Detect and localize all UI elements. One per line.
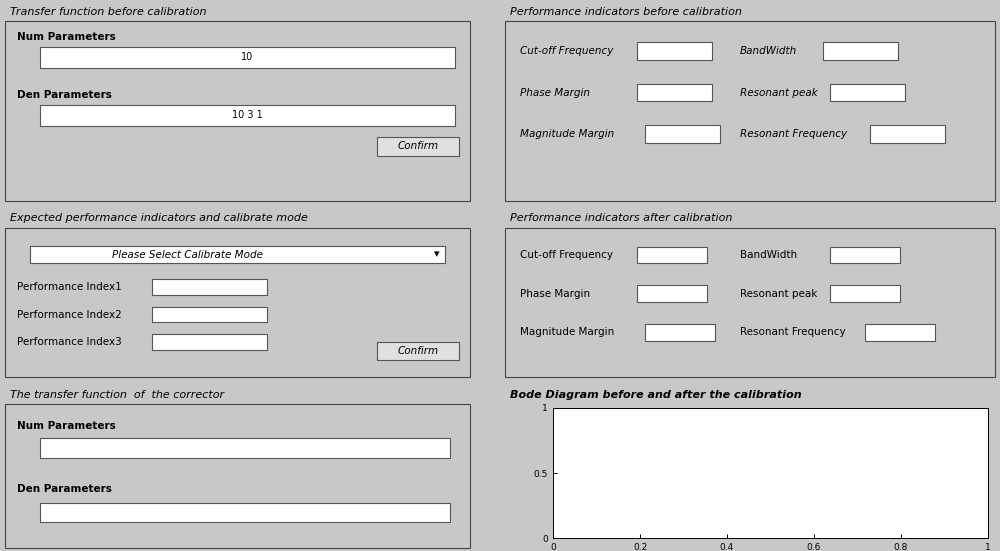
Text: Performance Index1: Performance Index1 [17,282,122,292]
Text: Phase Margin: Phase Margin [520,88,590,98]
FancyBboxPatch shape [637,285,707,302]
Text: Num Parameters: Num Parameters [17,421,116,431]
FancyBboxPatch shape [30,246,445,263]
FancyBboxPatch shape [645,324,715,341]
FancyBboxPatch shape [5,21,470,201]
Text: Magnitude Margin: Magnitude Margin [520,129,614,139]
FancyBboxPatch shape [5,228,470,377]
Text: BandWidth: BandWidth [740,250,797,260]
Text: Den Parameters: Den Parameters [17,484,112,494]
Text: Magnitude Margin: Magnitude Margin [520,327,614,337]
FancyBboxPatch shape [377,342,459,360]
Text: Confirm: Confirm [397,141,439,152]
Text: 10: 10 [241,52,254,62]
FancyBboxPatch shape [637,247,707,263]
FancyBboxPatch shape [870,125,945,143]
Text: Phase Margin: Phase Margin [520,289,590,299]
FancyBboxPatch shape [152,279,267,295]
FancyBboxPatch shape [152,334,267,350]
Text: Transfer function before calibration: Transfer function before calibration [10,7,207,17]
Text: Bode Diagram before and after the calibration: Bode Diagram before and after the calibr… [510,390,802,399]
Text: Expected performance indicators and calibrate mode: Expected performance indicators and cali… [10,213,308,223]
FancyBboxPatch shape [830,247,900,263]
Text: Performance Index3: Performance Index3 [17,337,122,347]
FancyBboxPatch shape [505,21,995,201]
Text: Performance indicators before calibration: Performance indicators before calibratio… [510,7,742,17]
Text: Resonant peak: Resonant peak [740,88,818,98]
FancyBboxPatch shape [830,84,905,101]
Text: Performance indicators after calibration: Performance indicators after calibration [510,213,732,223]
Text: Resonant Frequency: Resonant Frequency [740,129,847,139]
Text: Den Parameters: Den Parameters [17,90,112,100]
Text: 10 3 1: 10 3 1 [232,110,263,120]
FancyBboxPatch shape [40,438,450,458]
FancyBboxPatch shape [637,42,712,60]
Text: Confirm: Confirm [397,345,439,356]
FancyBboxPatch shape [40,47,455,68]
FancyBboxPatch shape [865,324,935,341]
FancyBboxPatch shape [830,285,900,302]
Text: The transfer function  of  the corrector: The transfer function of the corrector [10,390,224,399]
Text: Performance Index2: Performance Index2 [17,310,122,320]
FancyBboxPatch shape [152,307,267,322]
FancyBboxPatch shape [645,125,720,143]
Text: ▾: ▾ [434,250,440,260]
FancyBboxPatch shape [823,42,898,60]
Text: Num Parameters: Num Parameters [17,33,116,42]
Text: Please Select Calibrate Mode: Please Select Calibrate Mode [112,250,263,260]
FancyBboxPatch shape [40,503,450,522]
Text: Resonant Frequency: Resonant Frequency [740,327,846,337]
Text: BandWidth: BandWidth [740,46,797,56]
FancyBboxPatch shape [637,84,712,101]
FancyBboxPatch shape [505,228,995,377]
FancyBboxPatch shape [377,137,459,156]
Text: Cut-off Frequency: Cut-off Frequency [520,46,613,56]
FancyBboxPatch shape [5,404,470,548]
Text: Resonant peak: Resonant peak [740,289,817,299]
Text: Cut-off Frequency: Cut-off Frequency [520,250,613,260]
FancyBboxPatch shape [40,105,455,126]
